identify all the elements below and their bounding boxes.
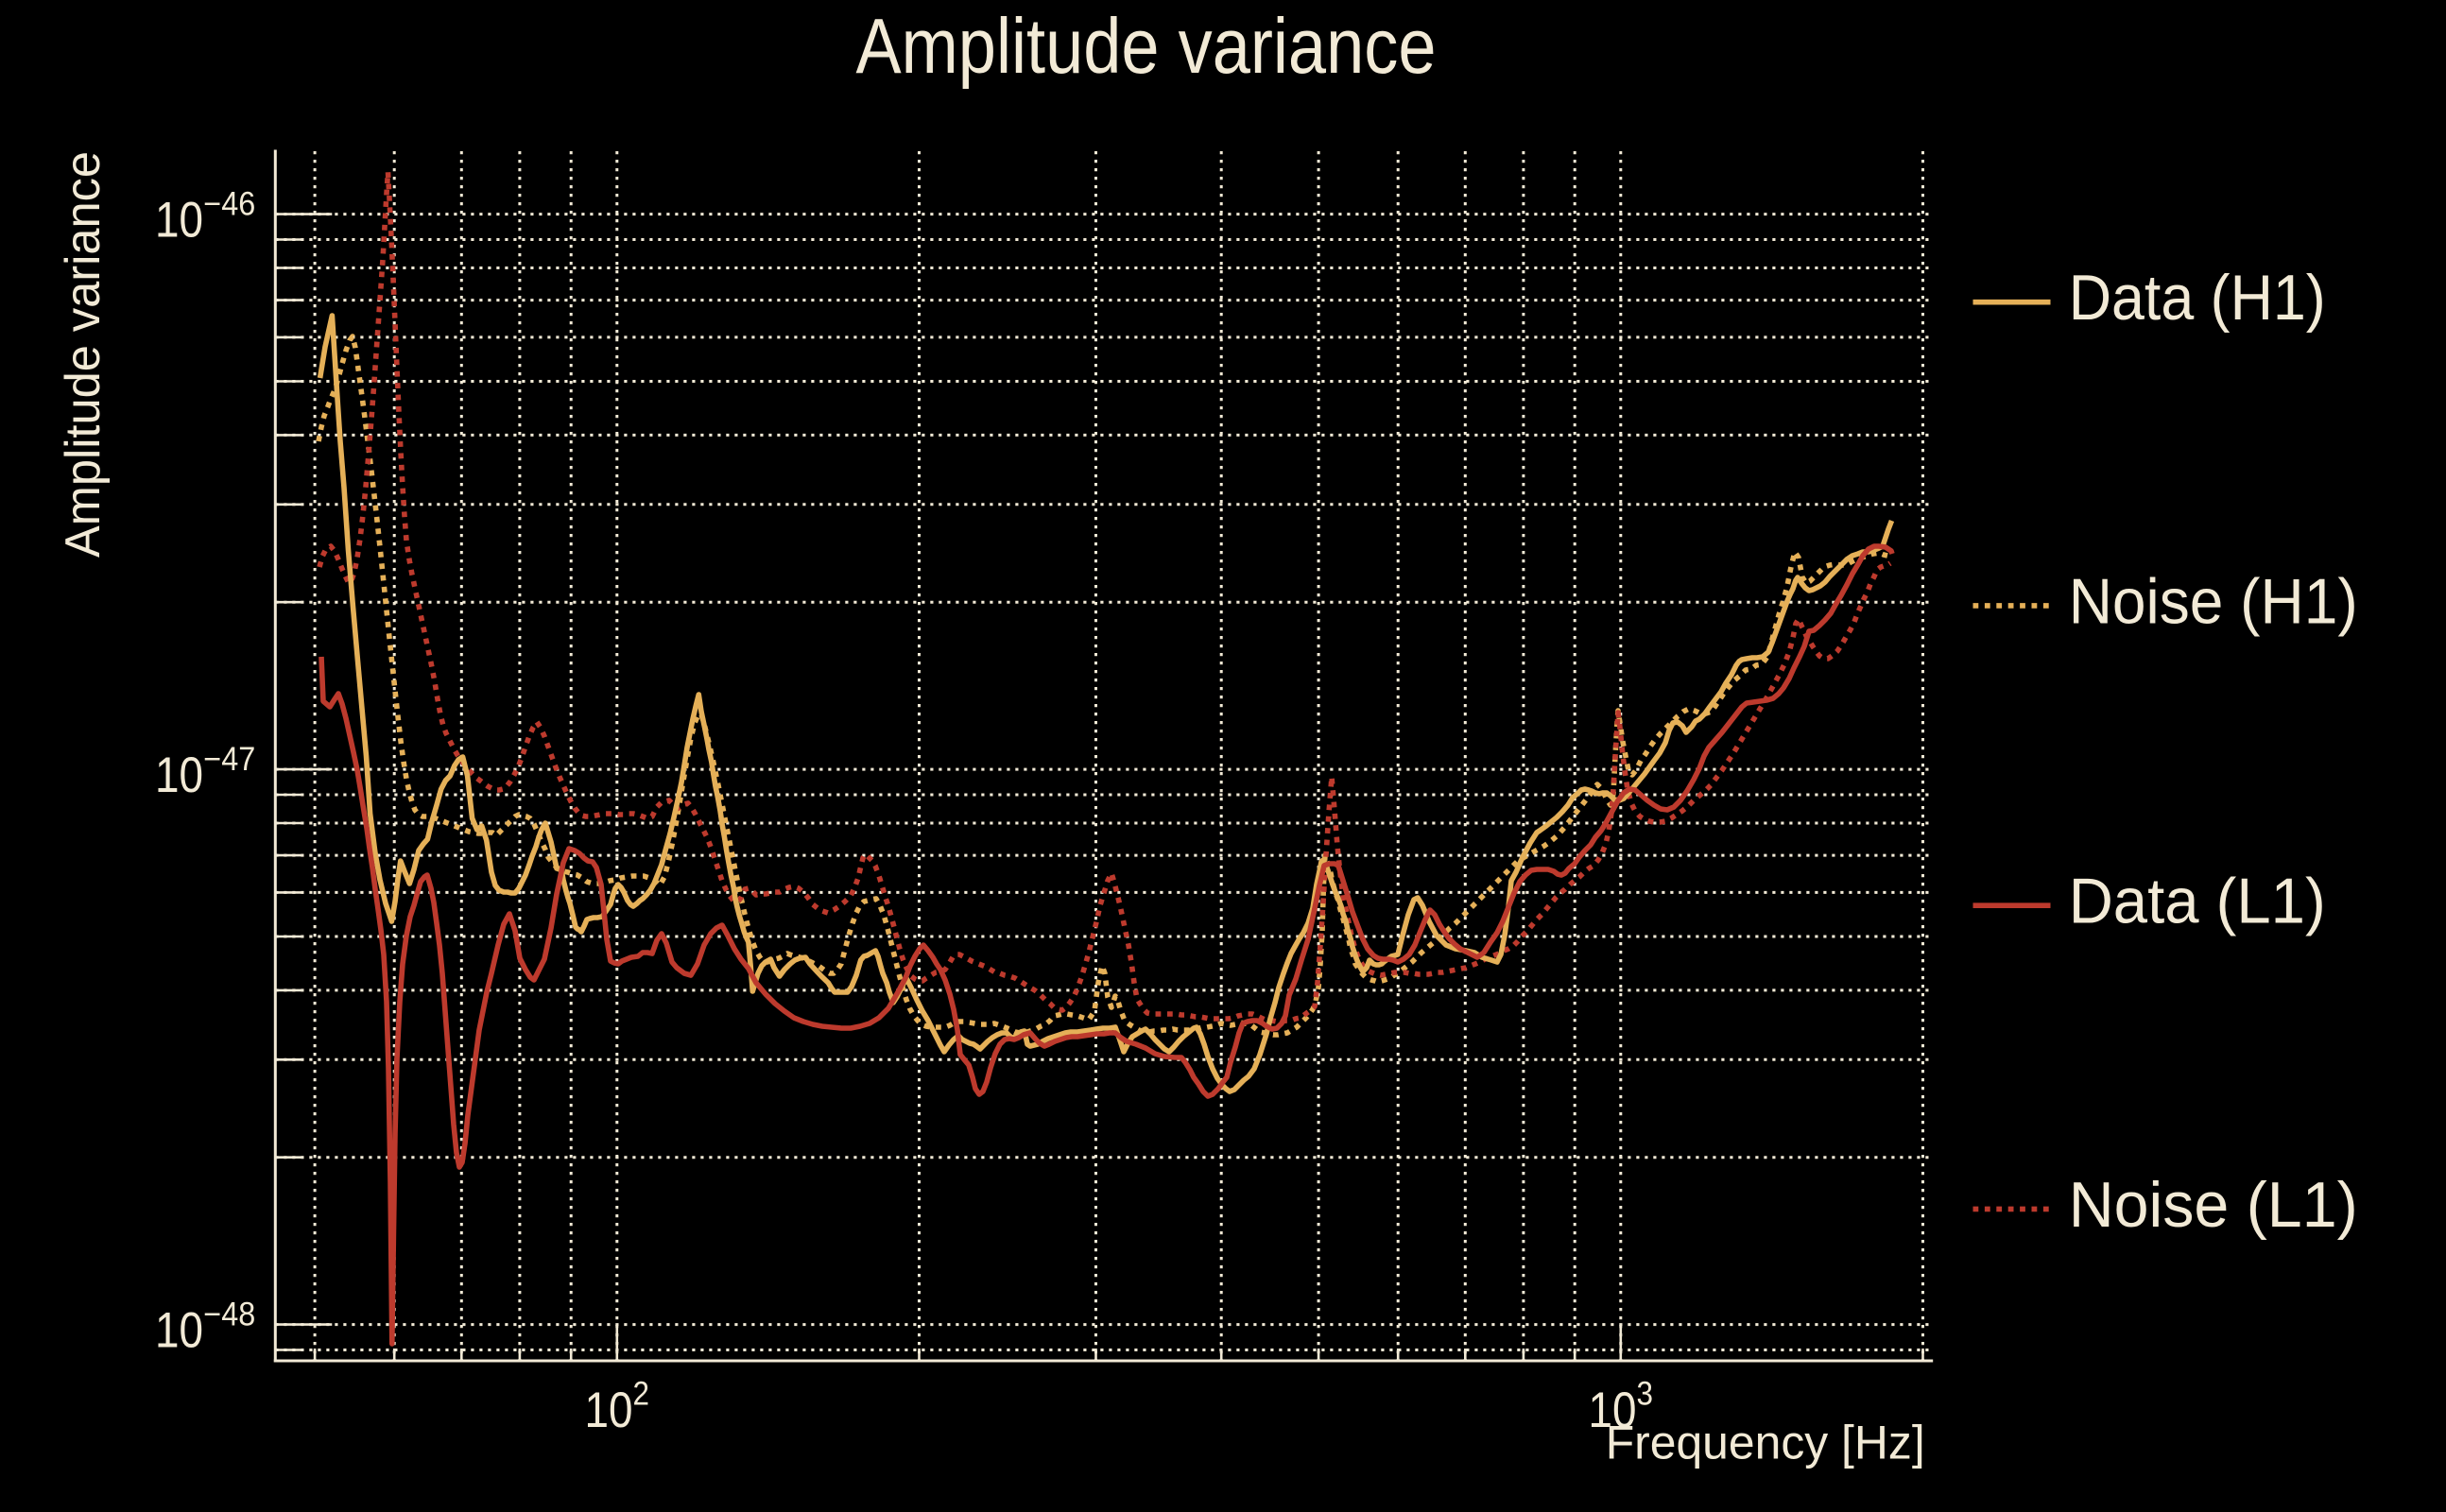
svg-text:Noise (L1): Noise (L1) bbox=[2069, 1169, 2358, 1241]
svg-text:Amplitude variance: Amplitude variance bbox=[56, 151, 111, 558]
svg-text:Data (H1): Data (H1) bbox=[2069, 262, 2326, 334]
svg-text:Amplitude variance: Amplitude variance bbox=[856, 2, 1437, 90]
svg-text:Data (L1): Data (L1) bbox=[2069, 866, 2326, 937]
svg-text:Noise (H1): Noise (H1) bbox=[2069, 565, 2358, 637]
svg-text:2: 2 bbox=[633, 1376, 650, 1413]
svg-text:10: 10 bbox=[585, 1383, 633, 1438]
svg-text:10: 10 bbox=[155, 1303, 203, 1359]
svg-text:10: 10 bbox=[155, 193, 203, 249]
svg-text:−47: −47 bbox=[203, 741, 255, 778]
svg-text:10: 10 bbox=[1589, 1383, 1637, 1438]
svg-text:−46: −46 bbox=[203, 185, 255, 222]
svg-text:3: 3 bbox=[1637, 1376, 1654, 1413]
svg-text:10: 10 bbox=[155, 747, 203, 803]
svg-text:Frequency [Hz]: Frequency [Hz] bbox=[1606, 1417, 1925, 1469]
svg-text:−48: −48 bbox=[203, 1296, 255, 1332]
